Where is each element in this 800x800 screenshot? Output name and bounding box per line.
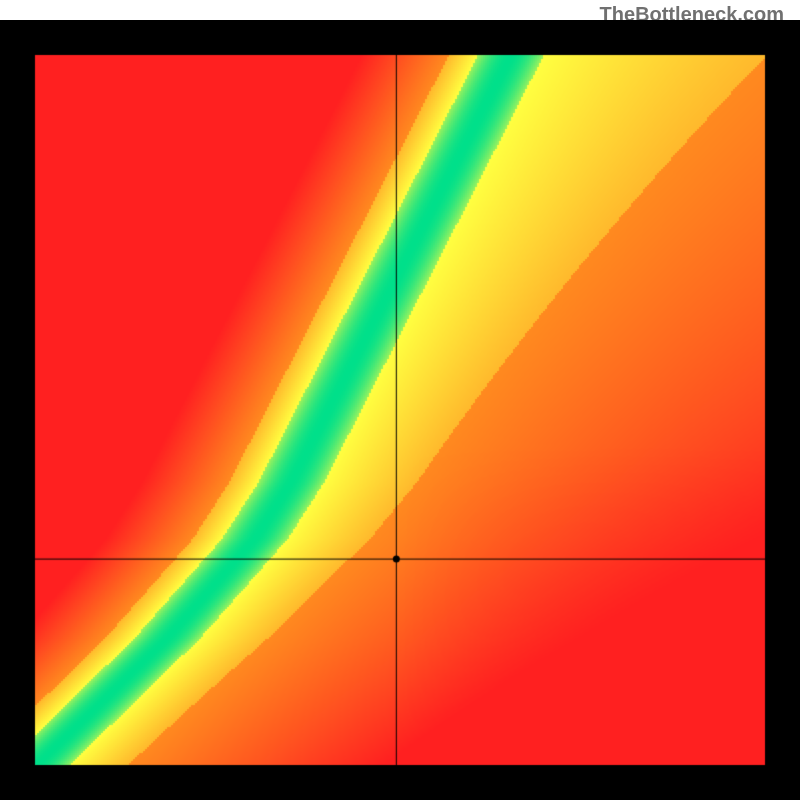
heatmap-canvas [0, 20, 800, 800]
heatmap-chart [0, 20, 800, 800]
